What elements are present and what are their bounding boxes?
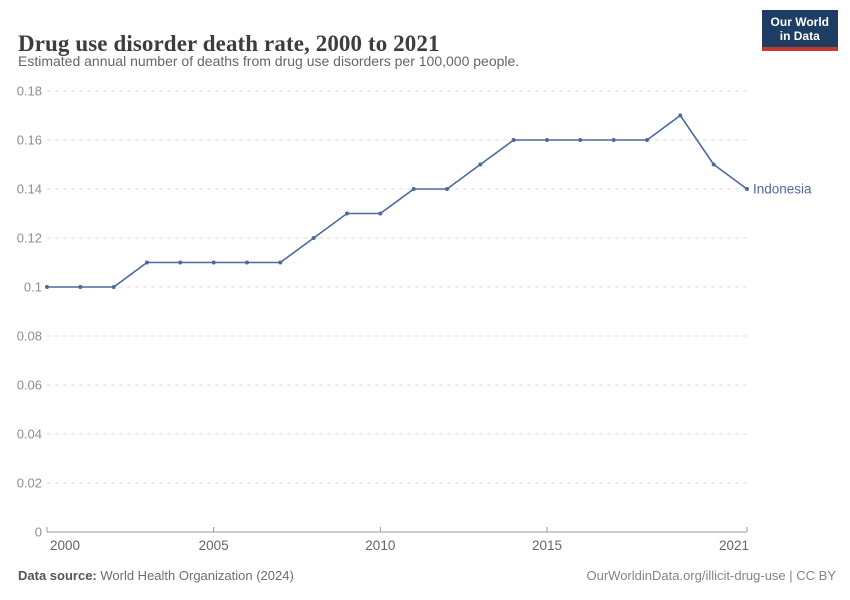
data-point[interactable]: [411, 187, 416, 191]
data-point[interactable]: [211, 260, 216, 265]
attribution-link[interactable]: OurWorldinData.org/illicit-drug-use | CC…: [586, 568, 837, 583]
data-point[interactable]: [478, 162, 483, 167]
y-tick-label: 0.06: [17, 378, 42, 393]
y-tick-label: 0.08: [17, 329, 42, 344]
data-point[interactable]: [378, 211, 383, 216]
chart-subtitle: Estimated annual number of deaths from d…: [18, 53, 520, 69]
y-tick-label: 0.02: [17, 476, 42, 491]
chart-area[interactable]: 0 0.02 0.04 0.06 0.08 0.1 0.12 0.14 0.16 0.18 2000…: [0, 80, 850, 560]
data-point[interactable]: [45, 285, 49, 289]
owid-logo-line1: Our World: [770, 15, 829, 29]
chart-footer: Data source: World Health Organization (…: [18, 568, 836, 583]
data-point[interactable]: [78, 285, 83, 289]
data-point[interactable]: [745, 187, 749, 191]
y-tick-label: 0.18: [17, 84, 42, 99]
data-point[interactable]: [545, 138, 549, 142]
x-tick-label: 2000: [50, 538, 80, 553]
data-point[interactable]: [678, 113, 683, 118]
x-tick-label: 2010: [365, 538, 395, 553]
owid-logo[interactable]: Our World in Data: [761, 10, 838, 51]
data-point[interactable]: [345, 211, 349, 216]
data-point[interactable]: [645, 138, 649, 142]
chart-title: Drug use disorder death rate, 2000 to 20…: [18, 31, 440, 57]
data-source-note: Data source: World Health Organization (…: [18, 568, 294, 583]
data-point[interactable]: [278, 260, 283, 265]
data-point[interactable]: [311, 236, 316, 240]
y-tick-label: 0.04: [17, 427, 42, 442]
y-tick-label: 0: [35, 525, 42, 540]
y-tick-label: 0.12: [17, 231, 42, 246]
owid-logo-line2: in Data: [779, 29, 820, 43]
data-point[interactable]: [711, 162, 716, 167]
y-tick-label: 0.14: [17, 182, 42, 197]
data-point[interactable]: [178, 260, 183, 265]
x-tick-label: 2015: [532, 538, 562, 553]
data-point[interactable]: [578, 138, 583, 142]
y-tick-label: 0.16: [17, 133, 42, 148]
data-line[interactable]: [46, 114, 748, 288]
x-tick-label: 2021: [719, 538, 749, 553]
data-point[interactable]: [511, 138, 516, 142]
data-point[interactable]: [111, 285, 116, 289]
data-point[interactable]: [145, 260, 149, 265]
x-tick-label: 2005: [199, 538, 229, 553]
entity-label[interactable]: Indonesia: [753, 182, 812, 197]
data-point[interactable]: [445, 187, 449, 191]
data-source-label: Data source:: [18, 568, 97, 583]
data-source-value: World Health Organization (2024): [96, 568, 294, 583]
y-tick-label: 0.1: [24, 280, 42, 295]
data-point[interactable]: [245, 260, 249, 265]
line-chart[interactable]: 0 0.02 0.04 0.06 0.08 0.1 0.12 0.14 0.16 0.18 2000…: [0, 80, 850, 560]
data-point[interactable]: [611, 138, 616, 142]
